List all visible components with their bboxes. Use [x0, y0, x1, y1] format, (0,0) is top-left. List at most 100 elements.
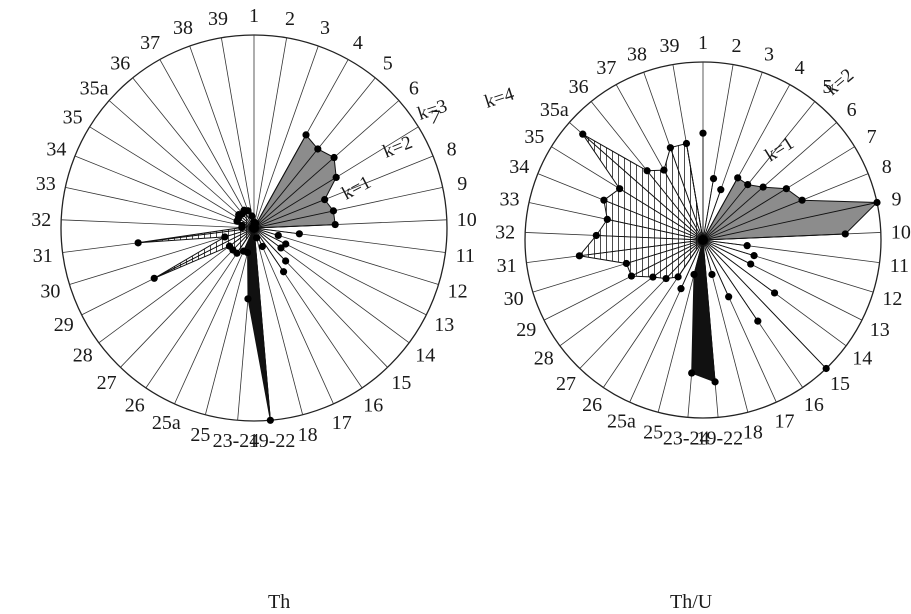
sector-label: 39: [208, 8, 228, 30]
radar-value-ray: [229, 227, 255, 247]
radar-data-point: [643, 167, 651, 175]
radar-data-point: [282, 257, 290, 265]
radar-value-ray: [702, 239, 751, 265]
radar-value-ray: [224, 227, 255, 238]
radar-value-ray: [702, 239, 827, 369]
radar-data-point: [708, 270, 716, 279]
radar-value-ray: [702, 233, 846, 241]
k-scale-label: k=4: [482, 83, 517, 112]
radar-value-ray: [582, 133, 704, 241]
radar-data-point: [279, 268, 288, 276]
radar-spoke: [74, 155, 255, 229]
radar-data-point: [248, 212, 256, 220]
radar-value-ray: [680, 239, 704, 289]
sector-label: 16: [363, 394, 383, 416]
sector-label: 1: [249, 5, 259, 27]
k-scale-label: k=3: [415, 96, 450, 125]
th-u-radar-chart: 1 2 345678910111213141516171819-2223-24252…: [495, 32, 911, 449]
radar-value-ray: [663, 169, 704, 241]
radar-value-ray: [236, 227, 255, 254]
sector-label: 3: [320, 17, 330, 39]
sector-label: 39: [660, 35, 680, 57]
radar-value-ray: [702, 189, 722, 241]
radar-value-ray: [702, 239, 716, 382]
radar-data-point: [782, 185, 790, 193]
radar-data-point: [717, 186, 725, 194]
sector-label: 37: [596, 57, 616, 79]
th-radar-chart: 1 2 345678910111213141516171819-2223-24252…: [31, 5, 517, 452]
radar-data-point: [238, 221, 246, 230]
sector-label: 17: [775, 410, 795, 432]
sector-label: 28: [73, 345, 93, 367]
radar-data-point: [690, 270, 698, 279]
sector-label: 23-24: [663, 427, 710, 449]
sector-label: 33: [36, 173, 56, 195]
sector-label: 28: [534, 348, 554, 370]
sector-label: 29: [54, 314, 74, 336]
sector-label: 6: [847, 99, 857, 121]
radar-value-ray: [253, 199, 325, 229]
sector-label: 2: [285, 8, 295, 30]
sector-label: 35: [524, 126, 544, 148]
radar-data-point: [603, 215, 611, 223]
radar-spoke: [253, 37, 288, 229]
radar-data-point: [709, 174, 718, 183]
radar-data-point: [798, 196, 806, 204]
radar-data-point: [649, 273, 657, 281]
sector-label: 29: [516, 319, 536, 341]
radar-value-ray: [253, 227, 271, 421]
radar-value-ray: [607, 218, 704, 241]
sector-label: 36: [110, 52, 130, 74]
sector-label: 13: [870, 319, 890, 341]
sector-label: 10: [457, 209, 477, 231]
radar-value-ray: [579, 239, 704, 257]
sector-label: 35a: [540, 99, 569, 121]
sector-label: 8: [447, 139, 457, 161]
radar-data-point: [150, 274, 158, 282]
radar-data-point: [666, 144, 674, 152]
radar-data-point: [660, 166, 668, 174]
radar-value-ray: [253, 177, 337, 229]
radar-data-point: [725, 293, 733, 301]
sector-label: 10: [891, 222, 911, 244]
radar-data-point: [674, 273, 682, 281]
sector-label: 32: [495, 222, 515, 244]
sector-label: 8: [882, 156, 892, 178]
radar-value-ray: [702, 177, 739, 241]
radar-data-point: [759, 183, 767, 191]
radar-value-ray: [596, 235, 704, 241]
radar-data-point: [600, 196, 608, 204]
th-u-chart-title: Th/U: [670, 591, 713, 613]
sector-label: 25a: [607, 410, 636, 432]
radar-spoke: [253, 227, 304, 415]
radar-data-point: [225, 242, 234, 250]
sector-label: 25a: [152, 412, 181, 434]
sector-label: 25: [643, 422, 663, 444]
radar-value-ray: [702, 239, 713, 275]
radar-data-point: [329, 207, 338, 215]
radar-data-point: [592, 231, 600, 240]
radar-group-area: [702, 177, 879, 241]
radar-value-ray: [702, 178, 714, 241]
radar-data-point: [331, 220, 339, 229]
radar-value-ray: [603, 199, 704, 241]
sector-label: 31: [497, 255, 517, 277]
sector-label: 11: [456, 245, 475, 267]
radar-value-ray: [702, 188, 787, 241]
sector-label: 16: [804, 394, 824, 416]
sector-label: 30: [40, 280, 60, 302]
sector-label: 5: [822, 76, 832, 98]
radar-data-point: [221, 233, 229, 241]
sector-label: 13: [434, 314, 454, 336]
radar-spoke: [220, 37, 255, 229]
radar-value-ray: [247, 227, 255, 299]
radar-value-ray: [702, 202, 878, 241]
radar-value-ray: [702, 239, 748, 247]
radar-data-point: [330, 153, 338, 162]
radar-value-ray: [253, 134, 307, 229]
radar-spoke: [108, 100, 255, 229]
sector-label: 38: [173, 17, 193, 39]
radar-value-ray: [702, 239, 755, 257]
radar-data-point: [258, 242, 266, 251]
